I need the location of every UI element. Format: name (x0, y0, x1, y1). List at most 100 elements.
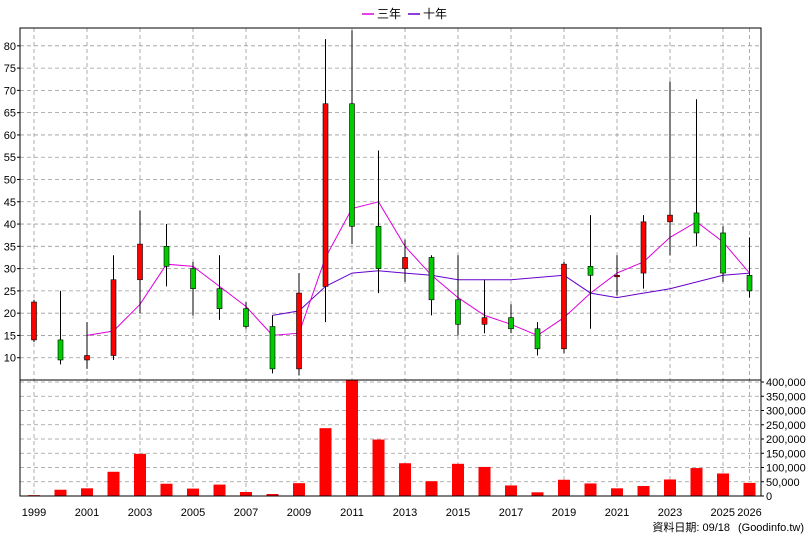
candle (534, 322, 541, 356)
volume-bar (346, 379, 358, 496)
candle-body-down (746, 274, 753, 292)
plot-frame (19, 27, 762, 497)
price-tick-label: 80 (4, 41, 16, 53)
candle (57, 290, 64, 365)
candle (746, 237, 753, 298)
candle-body-up (402, 257, 408, 269)
x-tick-label: 2015 (446, 507, 470, 519)
x-tick-label: 1999 (22, 507, 46, 519)
price-tick-label: 20 (4, 308, 16, 320)
x-tick-label: 2026 (737, 507, 761, 519)
price-tick-label: 75 (4, 63, 16, 75)
footer-date: 資料日期: 09/18 (652, 520, 730, 534)
candle (402, 239, 408, 282)
price-tick-label: 60 (4, 130, 16, 142)
candle (455, 255, 461, 336)
ma3-series (86, 201, 750, 336)
price-tick-label: 30 (4, 264, 16, 276)
candle (587, 215, 594, 329)
x-tick-label: 2021 (605, 507, 629, 519)
legend: 三年 十年 (362, 7, 447, 21)
volume-tick-label: 250,000 (766, 420, 806, 432)
candle-body-down (163, 246, 170, 267)
volume-bar (187, 488, 199, 496)
candle-body-down (57, 339, 64, 361)
candle-body-up (296, 292, 302, 370)
x-tick-label: 2019 (552, 507, 576, 519)
x-axis: 1999 2001 2003 2005 2007 2009 2011 2013 2015 2017… (22, 507, 762, 519)
candle-body-down (375, 225, 382, 269)
volume-tick-label: 100,000 (766, 463, 806, 475)
candle (640, 215, 647, 289)
volume-bar (531, 492, 544, 496)
x-tick-label: 2011 (340, 507, 364, 519)
candle-body-up (110, 279, 117, 356)
volume-bar (664, 479, 676, 496)
candle-body-up (614, 274, 620, 278)
volume-tick-label: 150,000 (766, 448, 806, 460)
candle-body-down (587, 266, 594, 276)
candle (110, 255, 117, 360)
volume-tick-label: 0 (766, 491, 772, 503)
volume-bar (637, 486, 650, 496)
candle-body-down (693, 212, 700, 234)
candle-body-up (561, 263, 567, 350)
volume-bar (240, 492, 252, 496)
ma10-series (272, 270, 750, 316)
volume-bar (584, 483, 597, 496)
candle (693, 99, 700, 247)
candle-body-down (720, 232, 726, 274)
volume-bar (293, 483, 305, 496)
candle-body-up (137, 243, 143, 281)
footer: 資料日期: 09/18 (Goodinfo.tw) (652, 520, 804, 534)
x-tick-label: 2001 (75, 507, 99, 519)
candle-body-up (84, 355, 90, 361)
volume-tick-label: 300,000 (766, 406, 806, 418)
volume-bar (266, 494, 279, 496)
candle-body-up (640, 221, 647, 274)
x-tick-label: 2013 (393, 507, 417, 519)
candle-body-down (216, 288, 223, 310)
volume-bar (213, 484, 226, 496)
volume-bar (372, 439, 385, 496)
candle (375, 150, 382, 294)
volume-tick-label: 200,000 (766, 434, 806, 446)
candle-body-down (190, 268, 196, 289)
candle-body-down (349, 103, 355, 227)
volume-bar (54, 489, 67, 496)
ma10-line (272, 270, 750, 316)
volume-bar (81, 488, 93, 496)
volume-bar (690, 468, 703, 496)
ma3-line (86, 201, 750, 336)
candle-body-down (455, 299, 461, 325)
candle (428, 255, 435, 316)
price-tick-label: 15 (4, 330, 16, 342)
candle (190, 261, 196, 316)
volume-bar (611, 488, 623, 496)
volume-bar (425, 481, 438, 496)
candle (216, 255, 223, 320)
volume-bar (743, 482, 756, 496)
price-tick-label: 70 (4, 85, 16, 97)
candle-body-down (534, 328, 541, 350)
candle-body-down (269, 326, 276, 370)
price-tick-label: 50 (4, 174, 16, 186)
x-tick-label: 2009 (287, 507, 311, 519)
x-tick-label: 2025 (711, 507, 735, 519)
legend-ma3-label: 三年 (377, 7, 401, 21)
volume-bar (452, 463, 464, 496)
candle (137, 210, 143, 314)
volume-bar (505, 485, 517, 496)
volume-axis: 0 50,000 100,000 150,000 200,000 250,000 300,0… (761, 377, 806, 503)
x-tick-label: 2003 (128, 507, 152, 519)
price-tick-label: 25 (4, 286, 16, 298)
price-tick-label: 45 (4, 197, 16, 209)
candle-body-up (481, 317, 488, 325)
candle-body-up (322, 103, 329, 287)
price-tick-label: 40 (4, 219, 16, 231)
candle (296, 273, 302, 376)
volume-bar (478, 466, 491, 496)
price-axis: 10 15 20 25 30 35 40 45 50 55 60 65 70 75 80 (4, 41, 20, 365)
